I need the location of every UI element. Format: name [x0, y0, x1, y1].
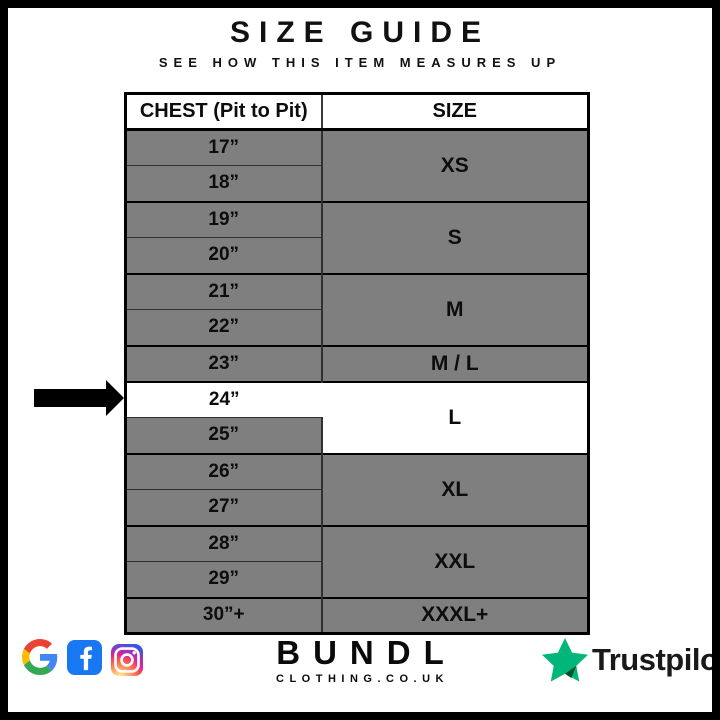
page-title: SIZE GUIDE	[229, 16, 491, 49]
size-cell: XS	[321, 128, 589, 202]
table-row: 29”	[125, 561, 589, 598]
measurement-cell: 25”	[125, 417, 323, 454]
measurement-cell: 17”	[125, 128, 323, 166]
size-cell: M / L	[321, 344, 589, 382]
size-table: CHEST (Pit to Pit) SIZE 17” XS 18” 19” S 20” 2…	[124, 92, 590, 635]
table-row: 24” L	[125, 380, 589, 454]
measurement-cell: 26”	[125, 452, 323, 490]
footer: BUNDL CLOTHING.CO.UK Trustpilot	[8, 634, 712, 712]
size-cell: XXL	[321, 524, 589, 598]
table-row: 17” XS	[125, 128, 589, 202]
page-subtitle: SEE HOW THIS ITEM MEASURES UP	[158, 55, 562, 70]
table-row: 18”	[125, 165, 589, 202]
row-pointer-arrow-icon	[34, 380, 124, 416]
social-icons	[22, 639, 143, 680]
measurement-cell: 18”	[125, 165, 323, 202]
trustpilot-star-icon	[542, 638, 588, 682]
arrow-head	[106, 380, 124, 416]
size-cell: XXXL+	[321, 596, 589, 634]
facebook-icon[interactable]	[67, 639, 102, 680]
trustpilot-logo[interactable]: Trustpilot	[542, 638, 720, 682]
measurement-cell: 30”+	[125, 596, 323, 634]
table-row: 20”	[125, 237, 589, 274]
size-cell: M	[321, 272, 589, 346]
measurement-cell: 19”	[125, 200, 323, 238]
size-table-body: 17” XS 18” 19” S 20” 21” M 22” 23” M / L 24” L 25” 26”…	[125, 128, 589, 634]
table-row: 21” M	[125, 272, 589, 346]
chest-column-header: CHEST (Pit to Pit)	[125, 93, 323, 131]
measurement-cell: 20”	[125, 237, 323, 274]
trustpilot-label: Trustpilot	[592, 642, 720, 677]
brand-domain: CLOTHING.CO.UK	[276, 673, 449, 685]
table-header-row: CHEST (Pit to Pit) SIZE	[125, 93, 589, 131]
measurement-cell: 21”	[125, 272, 323, 310]
instagram-icon[interactable]	[111, 643, 143, 676]
measurement-cell: 27”	[125, 489, 323, 526]
size-column-header: SIZE	[321, 93, 589, 131]
table-row: 22”	[125, 309, 589, 346]
size-cell: S	[321, 200, 589, 274]
measurement-cell: 24”	[125, 380, 322, 418]
measurement-cell: 22”	[125, 309, 323, 346]
google-icon[interactable]	[22, 639, 58, 680]
table-row: 26” XL	[125, 452, 589, 526]
size-cell: XL	[321, 452, 589, 526]
table-row: 19” S	[125, 200, 589, 274]
measurement-cell: 29”	[125, 561, 323, 598]
brand-name: BUNDL	[276, 634, 457, 671]
measurement-cell: 28”	[125, 524, 323, 562]
table-row: 25”	[125, 417, 589, 454]
table-row: 27”	[125, 489, 589, 526]
size-cell: L	[321, 380, 589, 454]
brand-logo: BUNDL CLOTHING.CO.UK	[8, 634, 712, 685]
table-row: 28” XXL	[125, 524, 589, 598]
measurement-cell: 23”	[125, 344, 323, 382]
arrow-shaft	[34, 389, 107, 407]
table-row: 23” M / L	[125, 344, 589, 382]
table-row: 30”+ XXXL+	[125, 596, 589, 634]
